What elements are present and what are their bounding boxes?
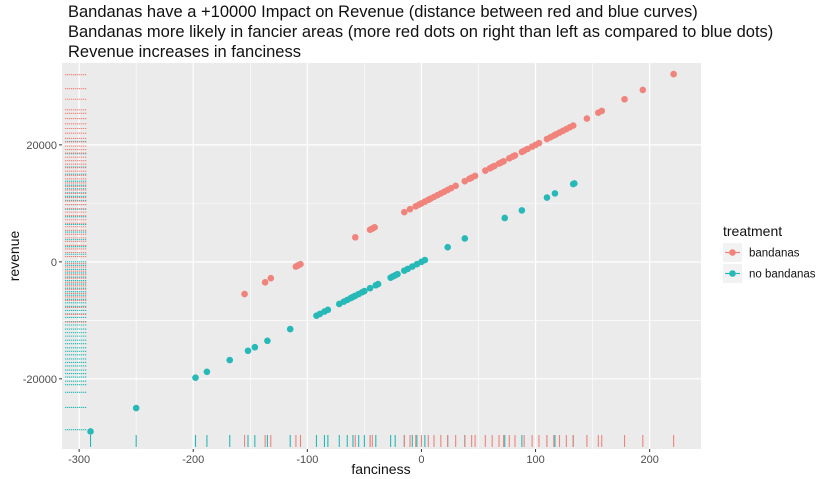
point-no-bandanas bbox=[251, 343, 259, 351]
x-tick-label: -300 bbox=[68, 454, 90, 466]
point-no-bandanas bbox=[394, 270, 401, 278]
point-bandanas bbox=[511, 152, 519, 159]
point-bandanas bbox=[598, 107, 606, 115]
y-tick-label: -20000 bbox=[23, 374, 57, 386]
point-no-bandanas bbox=[361, 287, 368, 295]
point-bandanas bbox=[261, 279, 269, 286]
point-bandanas bbox=[583, 115, 591, 122]
point-bandanas bbox=[452, 182, 459, 190]
x-tick-label: -100 bbox=[296, 454, 318, 466]
data-points bbox=[87, 70, 677, 435]
point-bandanas bbox=[639, 86, 647, 94]
point-no-bandanas bbox=[518, 207, 526, 214]
point-no-bandanas bbox=[444, 243, 451, 251]
point-bandanas bbox=[297, 260, 304, 268]
legend-dot-bandanas bbox=[729, 249, 736, 256]
legend-label-bandanas: bandanas bbox=[749, 248, 800, 260]
point-no-bandanas bbox=[87, 428, 94, 435]
legend-key-bandanas: bandanas bbox=[723, 243, 800, 262]
point-no-bandanas bbox=[421, 256, 429, 264]
legend-dot-no-bandanas bbox=[729, 270, 736, 277]
x-tick-label: 100 bbox=[526, 454, 544, 466]
title-line-2: Bandanas more likely in fancier areas (m… bbox=[68, 23, 773, 41]
chart-title: Bandanas have a +10000 Impact on Revenue… bbox=[68, 3, 773, 61]
point-bandanas bbox=[241, 290, 248, 298]
legend-label-no-bandanas: no bandanas bbox=[749, 269, 816, 281]
legend: treatment bandanas no bandanas bbox=[723, 223, 816, 283]
y-axis-title: revenue bbox=[6, 230, 22, 281]
y-tick-label: 20000 bbox=[26, 140, 57, 152]
point-bandanas bbox=[401, 208, 408, 216]
point-bandanas bbox=[371, 224, 378, 231]
legend-key-no-bandanas: no bandanas bbox=[723, 264, 816, 283]
point-no-bandanas bbox=[286, 325, 294, 333]
point-bandanas bbox=[406, 205, 414, 213]
point-no-bandanas bbox=[244, 347, 252, 355]
point-bandanas bbox=[471, 172, 479, 180]
point-no-bandanas bbox=[551, 190, 559, 197]
minor-gridlines bbox=[62, 63, 701, 449]
y-tick-label: 0 bbox=[51, 257, 57, 269]
point-no-bandanas bbox=[192, 374, 199, 381]
point-bandanas bbox=[535, 139, 543, 147]
plot-panel bbox=[62, 63, 701, 449]
point-bandanas bbox=[500, 157, 507, 165]
legend-title: treatment bbox=[723, 223, 782, 239]
x-tick-label: -200 bbox=[182, 454, 204, 466]
point-no-bandanas bbox=[461, 235, 469, 242]
point-no-bandanas bbox=[543, 194, 551, 201]
title-line-1: Bandanas have a +10000 Impact on Revenue… bbox=[68, 3, 698, 21]
point-no-bandanas bbox=[203, 368, 211, 376]
rug-marks bbox=[65, 74, 675, 447]
point-bandanas bbox=[621, 95, 628, 103]
point-no-bandanas bbox=[324, 306, 332, 314]
y-axis: -20000 0 20000 bbox=[23, 140, 62, 386]
title-line-3: Revenue increases in fanciness bbox=[68, 43, 301, 61]
x-axis: -300 -200 -100 0 100 200 bbox=[68, 449, 659, 466]
point-no-bandanas bbox=[264, 337, 271, 345]
point-bandanas bbox=[569, 122, 577, 129]
x-axis-title: fanciness bbox=[351, 461, 410, 477]
point-no-bandanas bbox=[366, 284, 374, 292]
x-tick-label: 0 bbox=[418, 454, 424, 466]
point-no-bandanas bbox=[571, 180, 578, 187]
point-no-bandanas bbox=[374, 280, 382, 288]
point-bandanas bbox=[351, 233, 359, 241]
point-bandanas bbox=[670, 70, 677, 78]
point-no-bandanas bbox=[132, 404, 140, 412]
point-bandanas bbox=[267, 274, 275, 282]
major-gridlines bbox=[62, 63, 701, 449]
point-no-bandanas bbox=[226, 356, 234, 364]
x-tick-label: 200 bbox=[640, 454, 658, 466]
point-no-bandanas bbox=[501, 214, 509, 222]
